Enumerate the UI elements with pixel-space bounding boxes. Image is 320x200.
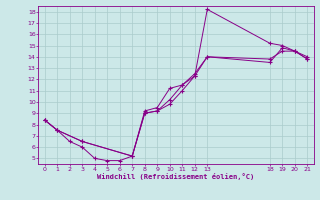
X-axis label: Windchill (Refroidissement éolien,°C): Windchill (Refroidissement éolien,°C): [97, 173, 255, 180]
